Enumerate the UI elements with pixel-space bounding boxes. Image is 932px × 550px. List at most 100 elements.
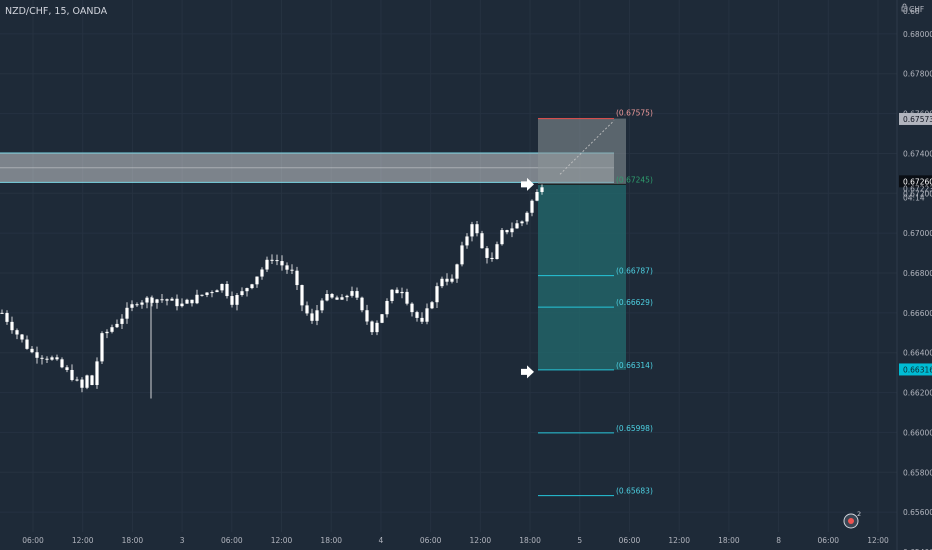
candle-body [210,292,214,294]
candle-body [530,200,534,213]
target-label: (0.65998) [616,424,653,433]
candle-body [215,290,219,293]
candle-body [315,310,319,321]
candle-body [320,300,324,311]
price-tick-label: 0.66400 [903,349,932,358]
alert-badge-count: 2 [857,510,861,518]
candle-body [0,312,4,314]
candle-body [230,296,234,305]
price-tag-label: 0.67573 [903,115,932,124]
price-tick-label: 0.67400 [903,149,932,158]
short-position-tool[interactable]: (0.67575) (0.67245) [538,109,653,370]
candle-body [370,321,374,333]
arrow-markers[interactable] [521,177,534,379]
candle-body [445,278,449,282]
candle-body [50,357,54,360]
candle-body [25,339,29,349]
candle-body [520,221,524,224]
candle-body [470,224,474,237]
candle-body [355,291,359,298]
time-tick-label: 06:00 [619,536,641,545]
price-axis[interactable]: 0.680.680000.678000.676000.674000.672000… [899,7,932,550]
candle-body [125,307,129,319]
arrow-right-icon [521,365,534,379]
candle-body [110,327,114,332]
time-tick-label: 18:00 [718,536,740,545]
candle-body [65,367,69,370]
candle-body [75,379,79,381]
price-tick-label: 0.66200 [903,389,932,398]
supply-zone[interactable] [0,152,614,183]
candle-body [95,361,99,385]
price-tick-label: 0.66000 [903,428,932,437]
time-tick-label: 18:00 [122,536,144,545]
candle-body [395,289,399,294]
time-tick-label: 12:00 [668,536,690,545]
price-tick-label: 0.65600 [903,508,932,517]
candles [0,184,544,399]
candle-body [365,310,369,322]
target-label: (0.66314) [616,361,653,370]
candle-body [340,297,344,300]
candle-body [425,308,429,322]
candle-body [460,245,464,265]
candle-body [265,259,269,270]
candle-body [535,192,539,201]
candle-body [280,261,284,266]
price-tick-label: 0.67000 [903,229,932,238]
time-axis[interactable]: 06:00 12:00 18:00 3 06:00 12:00 18:00 4 06:00 12:… [22,536,889,545]
candle-body [275,260,279,262]
candle-body [55,357,59,360]
candle-body [390,289,394,301]
time-tick-label: 06:00 [420,536,442,545]
candle-body [330,294,334,298]
candle-body [465,236,469,246]
candle-body [195,294,199,304]
candle-body [10,321,14,331]
target-levels[interactable]: (0.66787) (0.66629) (0.66314) (0.65998) (0.6… [538,267,653,497]
candle-body [240,291,244,296]
candle-body [120,318,124,324]
price-axis-top-label: 0.68 [903,7,920,16]
price-tag-label: 0.67260 [903,177,932,186]
candle-body [35,352,39,358]
alert-badge[interactable]: 2 [843,510,861,529]
candle-body [305,305,309,314]
candle-body [285,265,289,270]
candle-body [480,233,484,249]
candle-body [495,244,499,260]
time-tick-label: 5 [577,536,582,545]
projection-dashed-line [559,120,615,175]
time-tick-label: 06:00 [22,536,44,545]
candle-body [135,304,139,306]
candle-body [345,295,349,298]
candle-body [175,298,179,307]
candle-body [260,269,264,277]
candle-body [255,276,259,285]
candle-body [375,322,379,333]
candle-body [225,283,229,297]
candle-body [200,294,204,296]
candle-body [245,288,249,292]
candle-body [510,228,514,233]
target-label: (0.66787) [616,267,653,276]
candle-body [190,299,194,304]
price-tick-label: 0.66800 [903,269,932,278]
profit-box[interactable] [538,184,626,370]
risk-box[interactable] [538,118,626,185]
candle-body [70,369,74,380]
lock-icon [901,3,908,12]
candle-body [180,303,184,307]
time-tick-label: 12:00 [470,536,492,545]
candle-body [15,330,19,335]
candle-body [140,302,144,305]
time-tick-label: 06:00 [817,536,839,545]
candle-body [515,223,519,229]
candle-body [475,224,479,234]
candle-body [155,299,159,303]
candle-body [385,300,389,315]
candle-body [185,299,189,304]
candle-body [250,284,254,289]
